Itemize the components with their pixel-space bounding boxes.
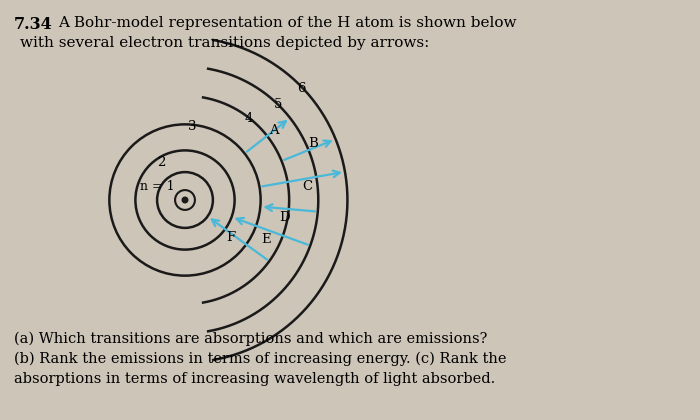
Text: absorptions in terms of increasing wavelength of light absorbed.: absorptions in terms of increasing wavel…: [14, 372, 496, 386]
Text: C: C: [302, 180, 312, 193]
Text: 7.34: 7.34: [14, 16, 52, 33]
Text: (a) Which transitions are absorptions and which are emissions?: (a) Which transitions are absorptions an…: [14, 332, 487, 346]
Text: D: D: [279, 211, 289, 224]
Text: A: A: [269, 124, 279, 137]
Circle shape: [182, 197, 188, 203]
Text: A Bohr-model representation of the H atom is shown below: A Bohr-model representation of the H ato…: [58, 16, 517, 30]
Text: F: F: [226, 231, 235, 244]
Text: (b) Rank the emissions in terms of increasing energy. (c) Rank the: (b) Rank the emissions in terms of incre…: [14, 352, 507, 366]
Text: 3: 3: [188, 120, 196, 132]
Text: 5: 5: [274, 99, 282, 111]
Text: 2: 2: [157, 157, 165, 170]
Text: B: B: [309, 137, 318, 150]
Text: n = 1: n = 1: [140, 179, 174, 192]
Text: 4: 4: [245, 113, 253, 126]
Text: 6: 6: [297, 81, 305, 94]
Text: E: E: [261, 233, 271, 246]
Text: with several electron transitions depicted by arrows:: with several electron transitions depict…: [20, 36, 429, 50]
